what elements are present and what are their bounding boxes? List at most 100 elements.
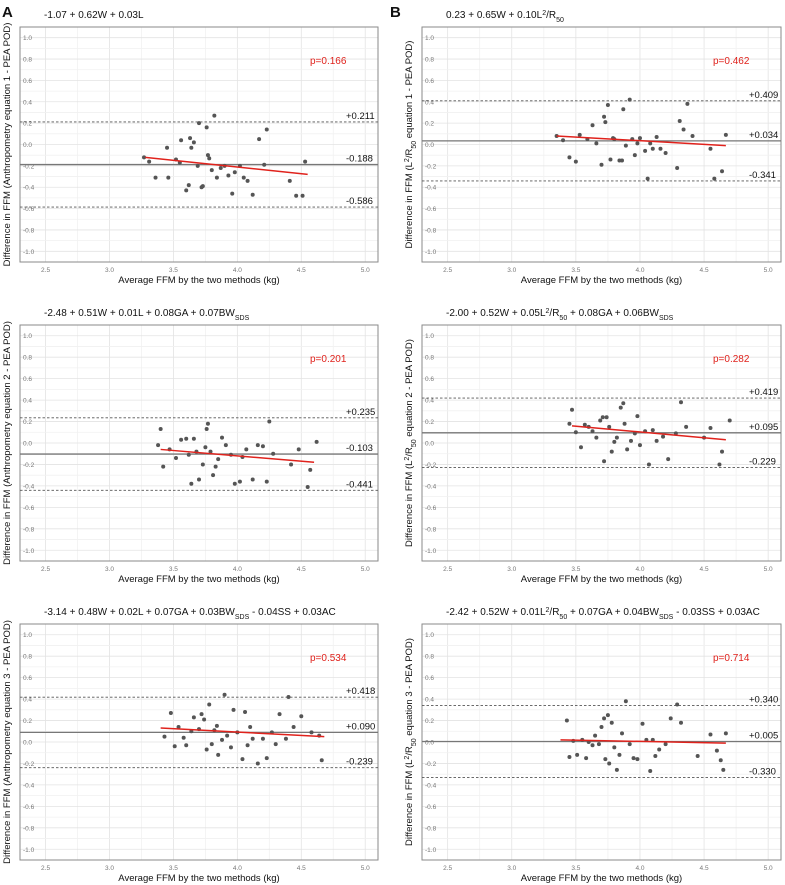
data-point bbox=[255, 761, 260, 766]
data-point bbox=[605, 713, 610, 718]
plot-border bbox=[421, 26, 782, 263]
data-point bbox=[584, 756, 589, 761]
data-point bbox=[654, 438, 659, 443]
data-point bbox=[308, 467, 313, 472]
y-tick-label: -0.6 bbox=[425, 505, 437, 512]
x-tick-label: 3.0 bbox=[105, 566, 114, 573]
regression-line bbox=[556, 135, 726, 147]
data-point bbox=[650, 737, 655, 742]
data-point bbox=[214, 175, 219, 180]
y-axis-label: Difference in FFM (L2/R50 equation 1 - P… bbox=[404, 41, 418, 249]
data-point bbox=[287, 178, 292, 183]
data-point bbox=[635, 141, 640, 146]
x-tick-label: 4.5 bbox=[700, 566, 709, 573]
plot-border bbox=[19, 26, 379, 263]
data-point bbox=[608, 157, 613, 162]
x-tick-label: 3.5 bbox=[169, 566, 178, 573]
data-point bbox=[621, 107, 626, 112]
data-point bbox=[654, 135, 659, 140]
lower-loa-label: -0.239 bbox=[346, 757, 373, 768]
y-tick-label: -0.2 bbox=[23, 163, 35, 170]
data-point bbox=[635, 414, 640, 419]
y-tick-label: -0.8 bbox=[425, 825, 437, 832]
data-point bbox=[623, 699, 628, 704]
y-tick-label: 0.4 bbox=[425, 99, 434, 106]
data-point bbox=[197, 477, 201, 482]
y-tick-label: 0.2 bbox=[23, 419, 32, 426]
data-point bbox=[609, 449, 614, 454]
data-point bbox=[168, 711, 173, 716]
chart-panel-6: 2.5 3.0 3.5 4.0 4.5 5.0 -1.0 -0.8 -0.6 -0.4 -0.2 0.… bbox=[404, 607, 782, 884]
data-point bbox=[620, 731, 625, 736]
x-tick-label: 4.5 bbox=[297, 865, 306, 872]
x-tick-label: 3.0 bbox=[105, 267, 114, 274]
data-point bbox=[158, 427, 163, 432]
y-tick-label: 1.0 bbox=[425, 333, 434, 340]
p-value-label: p=0.282 bbox=[713, 354, 750, 365]
x-tick-label: 3.5 bbox=[571, 865, 580, 872]
data-point bbox=[720, 169, 725, 174]
y-tick-label: 0.6 bbox=[425, 376, 434, 383]
data-point bbox=[637, 136, 642, 141]
x-tick-label: 4.5 bbox=[297, 566, 306, 573]
data-point bbox=[314, 439, 319, 444]
chart-panels: 2.5 3.0 3.5 4.0 4.5 5.0 -1.0 -0.8 -0.6 -0.4 -0.2 0.… bbox=[2, 10, 782, 884]
upper-loa-label: +0.409 bbox=[749, 90, 778, 101]
data-point bbox=[582, 422, 587, 427]
data-point bbox=[721, 767, 726, 772]
data-point bbox=[661, 434, 666, 439]
data-point bbox=[590, 123, 595, 128]
y-tick-label: 0.4 bbox=[425, 697, 434, 704]
data-point bbox=[632, 153, 637, 158]
data-point bbox=[195, 163, 200, 168]
mean-difference-label: +0.034 bbox=[749, 130, 778, 141]
data-point bbox=[712, 176, 717, 181]
data-point bbox=[225, 733, 230, 738]
x-tick-label: 5.0 bbox=[764, 865, 773, 872]
mean-difference-label: -0.103 bbox=[346, 443, 373, 454]
data-point bbox=[222, 692, 227, 697]
data-point bbox=[678, 400, 683, 405]
data-point bbox=[191, 140, 196, 145]
x-tick-label: 4.0 bbox=[635, 865, 644, 872]
data-point bbox=[714, 748, 719, 753]
data-point bbox=[200, 462, 205, 467]
y-tick-label: -0.2 bbox=[23, 761, 35, 768]
p-value-label: p=0.534 bbox=[310, 653, 347, 664]
x-tick-label: 3.0 bbox=[105, 865, 114, 872]
x-tick-label: 3.5 bbox=[169, 865, 178, 872]
x-tick-label: 4.5 bbox=[700, 865, 709, 872]
data-point bbox=[257, 137, 262, 142]
data-point bbox=[598, 418, 603, 423]
data-point bbox=[643, 148, 648, 153]
equation-title: -1.07 + 0.62W + 0.03L bbox=[44, 10, 144, 21]
data-point bbox=[216, 457, 221, 462]
y-tick-label: -0.2 bbox=[425, 462, 437, 469]
y-tick-label: -0.6 bbox=[23, 505, 35, 512]
data-point bbox=[264, 756, 269, 761]
data-point bbox=[319, 758, 324, 763]
data-point bbox=[684, 424, 689, 429]
data-point bbox=[211, 473, 216, 478]
data-point bbox=[602, 459, 607, 464]
data-point bbox=[620, 158, 625, 163]
p-value-label: p=0.166 bbox=[310, 56, 347, 67]
data-point bbox=[153, 175, 158, 180]
y-tick-label: 0.6 bbox=[425, 78, 434, 85]
data-point bbox=[191, 715, 196, 720]
data-point bbox=[172, 744, 177, 749]
data-point bbox=[186, 183, 191, 188]
x-axis-label: Average FFM by the two methods (kg) bbox=[521, 275, 682, 286]
y-axis-label: Difference in FFM (L2/R50 equation 3 - P… bbox=[404, 638, 418, 846]
data-point bbox=[594, 141, 599, 146]
data-point bbox=[220, 737, 225, 742]
y-tick-label: 0.8 bbox=[425, 355, 434, 362]
y-tick-label: 1.0 bbox=[23, 632, 32, 639]
data-point bbox=[189, 145, 194, 150]
data-point bbox=[213, 464, 218, 469]
data-point bbox=[240, 757, 245, 762]
data-point bbox=[567, 421, 572, 426]
data-point bbox=[663, 742, 668, 747]
data-point bbox=[226, 173, 231, 178]
data-point bbox=[283, 736, 288, 741]
